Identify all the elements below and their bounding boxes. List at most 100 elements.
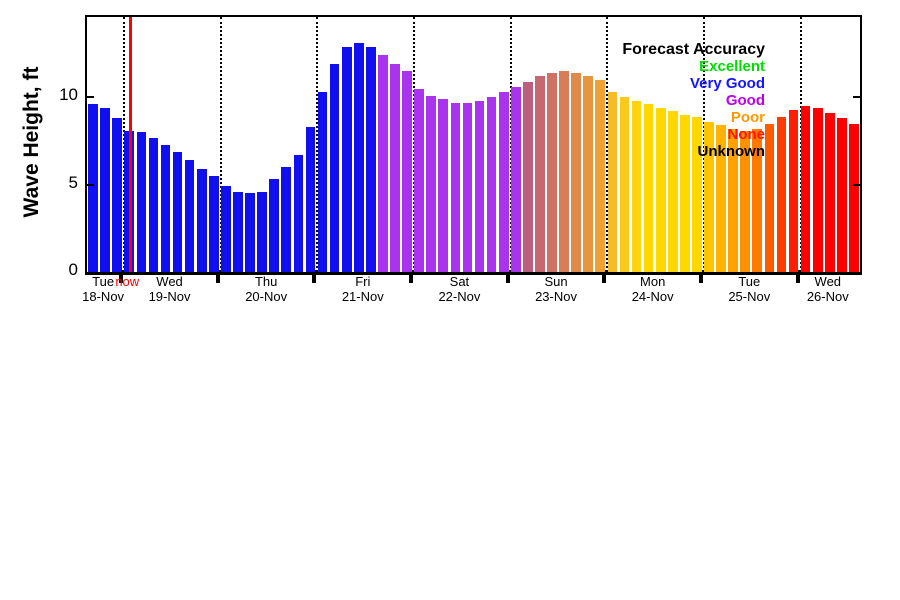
bar (486, 97, 497, 272)
day-gridline (413, 17, 416, 272)
bar (88, 104, 98, 272)
bar (317, 92, 328, 272)
y-tick-mark (853, 96, 860, 99)
bar (378, 55, 388, 272)
bar (100, 107, 110, 272)
bar (498, 92, 509, 272)
bar (257, 191, 267, 272)
bar (221, 186, 231, 272)
day-tick-mark (215, 270, 220, 283)
legend-title: Forecast Accuracy (622, 41, 765, 58)
bar (510, 86, 521, 272)
day-name-label: Wed (814, 274, 842, 289)
bar (619, 97, 630, 272)
day-date-label: 21-Nov (341, 289, 384, 304)
bar (160, 144, 171, 272)
bar (293, 154, 304, 272)
bar (667, 111, 678, 272)
bar (390, 64, 400, 272)
bar (365, 46, 376, 272)
y-tick-mark (87, 96, 94, 99)
day-tick-mark (409, 270, 414, 283)
bar (474, 100, 485, 272)
now-line (129, 17, 133, 272)
day-date-label: 18-Nov (82, 289, 125, 304)
day-gridline (799, 17, 802, 272)
bar (776, 116, 787, 272)
bar (329, 64, 340, 272)
bar (583, 76, 594, 272)
plot-area: Forecast Accuracy Excellent Very Good Good… (85, 15, 862, 275)
day-gridline (219, 17, 222, 272)
bar (148, 137, 159, 272)
bar (462, 102, 473, 272)
day-name-label: Sun (544, 274, 568, 289)
bar (233, 191, 243, 272)
bar (849, 123, 859, 272)
day-gridline (606, 17, 609, 272)
bar (692, 116, 702, 272)
day-tick-mark (795, 270, 800, 283)
y-tick-label: 10 (59, 85, 78, 105)
legend-item: Excellent (699, 58, 765, 75)
day-name-label: Mon (640, 274, 666, 289)
bar (196, 168, 207, 272)
legend: Forecast Accuracy Excellent Very Good Good… (622, 41, 765, 160)
bar (523, 81, 533, 272)
day-name-label: Sat (449, 274, 470, 289)
bar (281, 167, 292, 272)
legend-item: Very Good (689, 75, 765, 92)
bar (353, 43, 364, 272)
bar (571, 72, 581, 272)
bar (728, 128, 738, 272)
bar (595, 79, 606, 272)
bar (812, 107, 823, 272)
day-name-label: Tue (92, 274, 115, 289)
bar (438, 99, 449, 272)
day-date-label: 26-Nov (806, 289, 849, 304)
day-date-label: 23-Nov (535, 289, 577, 304)
bar (341, 46, 352, 272)
bar (655, 107, 666, 272)
bar (752, 128, 763, 272)
y-tick-mark (87, 183, 94, 186)
bar (245, 193, 255, 272)
bar (450, 102, 461, 272)
day-name-label: Wed (156, 274, 183, 289)
bar (136, 132, 147, 272)
bar (680, 114, 690, 272)
legend-item: Unknown (697, 143, 766, 160)
bar (559, 71, 569, 272)
bar (184, 160, 195, 272)
day-date-label: 22-Nov (438, 289, 481, 304)
day-tick-mark (505, 270, 510, 283)
bar (631, 100, 642, 272)
day-gridline (123, 17, 126, 272)
day-gridline (316, 17, 319, 272)
day-name-label: Tue (738, 274, 761, 289)
legend-item: None (727, 126, 766, 143)
bar (764, 123, 775, 272)
bar (208, 175, 219, 272)
bar (414, 88, 424, 272)
bar (824, 113, 835, 272)
bar (547, 72, 557, 272)
bar (402, 71, 412, 272)
bar (800, 106, 811, 272)
day-date-label: 19-Nov (148, 289, 191, 304)
bar (172, 151, 183, 272)
y-tick-label: 0 (68, 260, 78, 279)
day-tick-mark (119, 270, 124, 283)
bar (607, 92, 618, 272)
day-tick-mark (698, 270, 703, 283)
bar (643, 104, 654, 272)
bar (788, 109, 799, 272)
day-date-label: 20-Nov (245, 289, 288, 304)
bar (124, 130, 135, 272)
bar (716, 125, 726, 272)
y-tick-mark (853, 183, 860, 186)
day-date-label: 24-Nov (631, 289, 674, 304)
y-tick-label: 5 (68, 172, 78, 192)
bar (305, 127, 316, 272)
day-gridline (702, 17, 705, 272)
